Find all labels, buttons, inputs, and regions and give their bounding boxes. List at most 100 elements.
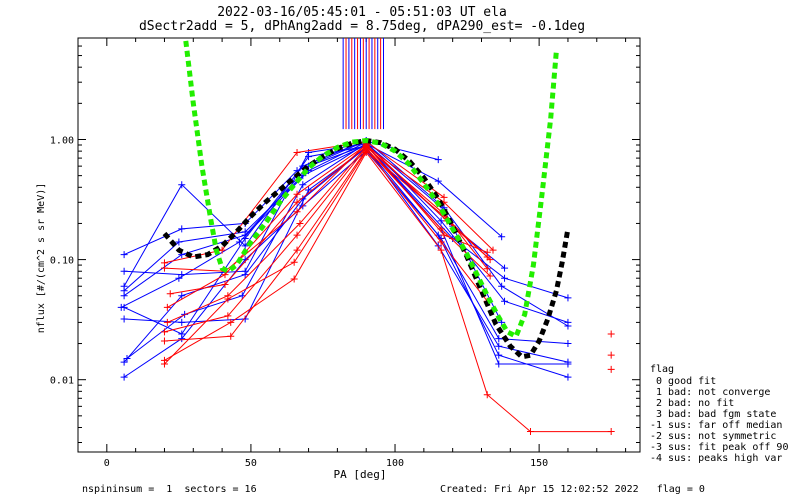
- x-tick-label: 50: [245, 458, 257, 469]
- data-point: [483, 265, 491, 273]
- legend-entry: 0 good fit: [650, 376, 716, 387]
- data-point: [299, 181, 307, 189]
- data-point: [120, 287, 128, 295]
- series-line: [123, 150, 569, 378]
- data-point: [526, 428, 534, 436]
- legend-title: flag: [650, 364, 674, 375]
- data-point: [434, 177, 442, 185]
- data-point: [175, 238, 183, 246]
- data-point: [293, 148, 301, 156]
- x-axis-label: PA [deg]: [334, 468, 387, 481]
- data-point: [178, 330, 186, 338]
- series-line: [164, 148, 488, 342]
- series-line: [123, 140, 439, 256]
- data-point: [293, 231, 301, 239]
- data-point: [235, 238, 243, 246]
- data-point: [221, 281, 229, 289]
- data-point: [160, 337, 168, 345]
- data-point: [495, 351, 503, 359]
- y-tick-label: 0.01: [50, 376, 74, 387]
- data-point: [362, 142, 370, 150]
- legend-entry: -1 sus: far off median: [650, 420, 782, 431]
- data-point: [486, 272, 494, 280]
- data-point: [178, 225, 186, 233]
- series-line: [123, 144, 568, 365]
- legend-entry: 1 bad: not converge: [650, 387, 770, 398]
- data-point: [305, 153, 313, 161]
- data-point: [178, 318, 186, 326]
- data-point: [489, 246, 497, 254]
- series-line: [164, 147, 491, 333]
- legend-entry: -4 sus: peaks high var: [650, 453, 782, 464]
- data-point: [437, 246, 445, 254]
- data-point: [160, 360, 168, 368]
- series-line: [123, 146, 569, 363]
- x-tick-label: 100: [386, 458, 404, 469]
- data-point: [290, 275, 298, 283]
- data-point: [564, 322, 572, 330]
- data-point: [224, 312, 232, 320]
- data-point: [224, 295, 232, 303]
- x-tick-label: 150: [530, 458, 548, 469]
- data-point: [166, 290, 174, 298]
- x-tick-label: 0: [104, 458, 110, 469]
- axes-frame: [77, 37, 641, 453]
- data-point: [501, 297, 509, 305]
- series-line: [124, 147, 568, 344]
- data-point: [293, 190, 301, 198]
- data-point: [483, 391, 491, 399]
- fit-curve-black: [162, 137, 571, 360]
- data-point: [120, 303, 128, 311]
- chart-title-line1: 2022-03-16/05:45:01 - 05:51:03 UT ela: [217, 5, 507, 20]
- data-point: [564, 373, 572, 381]
- data-point: [160, 328, 168, 336]
- legend-entry: -2 sus: not symmetric: [650, 431, 776, 442]
- data-point: [607, 351, 615, 359]
- data-point: [293, 208, 301, 216]
- y-axis-label: nflux [#/(cm^2 s sr MeV)]: [36, 183, 47, 334]
- data-point: [437, 238, 445, 246]
- data-point: [293, 198, 301, 206]
- series-line: [123, 144, 569, 299]
- data-point: [607, 330, 615, 338]
- data-point: [486, 256, 494, 264]
- data-point: [483, 248, 491, 256]
- data-point: [241, 242, 249, 250]
- data-point: [501, 274, 509, 282]
- legend-entry: -3 sus: fit peak off 90: [650, 442, 788, 453]
- series-line: [170, 145, 494, 295]
- data-point: [241, 234, 249, 242]
- fit-curve-green: [182, 38, 559, 340]
- data-point: [434, 156, 442, 164]
- data-point: [290, 258, 298, 266]
- data-point: [241, 271, 249, 279]
- legend: flag 0 good fit 1 bad: not converge 2 ba…: [650, 364, 788, 464]
- data-point: [607, 365, 615, 373]
- footer-left: nspininsum = 1 sectors = 16: [82, 484, 257, 495]
- data-point: [498, 282, 506, 290]
- series-line: [123, 139, 569, 335]
- data-point: [241, 228, 249, 236]
- y-tick-label: 0.10: [50, 256, 74, 267]
- series-line: [126, 142, 503, 359]
- footer-right: Created: Fri Apr 15 12:02:52 2022 flag =…: [440, 484, 705, 495]
- data-point: [564, 340, 572, 348]
- legend-entry: 3 bad: bad fgm state: [650, 409, 776, 420]
- data-point: [501, 264, 509, 272]
- series-line: [120, 141, 569, 323]
- series-line: [164, 150, 491, 365]
- legend-entry: 2 bad: no fit: [650, 398, 734, 409]
- data-point: [175, 274, 183, 282]
- data-point: [227, 318, 235, 326]
- data-point: [296, 219, 304, 227]
- y-tick-label: 1.00: [50, 135, 74, 146]
- data-point: [495, 335, 503, 343]
- data-point: [437, 225, 445, 233]
- data-point: [564, 360, 572, 368]
- data-point: [123, 355, 131, 363]
- data-point: [120, 315, 128, 323]
- data-point: [607, 428, 615, 436]
- data-point: [440, 231, 448, 239]
- data-point: [227, 332, 235, 340]
